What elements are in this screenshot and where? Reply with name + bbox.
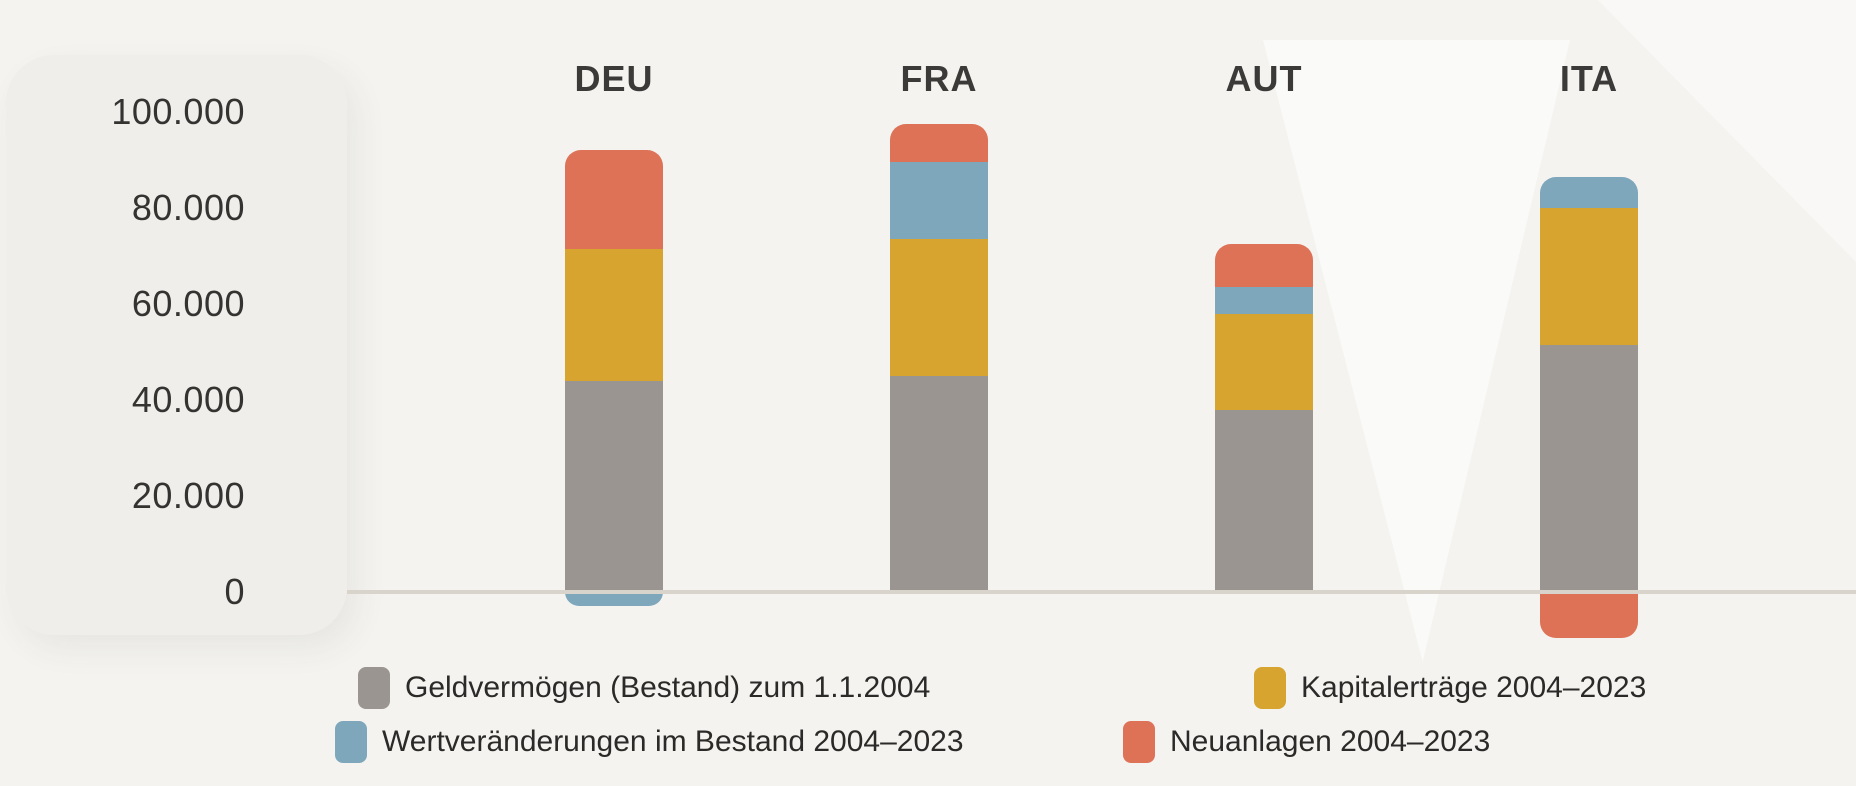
bar-segment-ita[interactable] — [1540, 344, 1638, 592]
y-tick-label: 40.000 — [131, 379, 245, 420]
legend-swatch-icon — [1254, 667, 1286, 709]
bar-segment-ita[interactable] — [1540, 176, 1638, 208]
legend-swatch-icon — [358, 667, 390, 709]
bar-segment-ita[interactable] — [1540, 592, 1638, 638]
legend-item[interactable]: Kapitalerträge 2004–2023 — [1254, 665, 1646, 711]
y-axis-panel — [6, 55, 347, 635]
legend-label: Neuanlagen 2004–2023 — [1170, 725, 1491, 758]
y-tick-label: 80.000 — [131, 187, 245, 228]
bar-segment-aut[interactable] — [1215, 287, 1313, 314]
legend-swatch-icon — [335, 721, 367, 763]
legend-item[interactable]: Wertveränderungen im Bestand 2004–2023 — [335, 719, 964, 765]
bar-segment-fra[interactable] — [890, 239, 988, 376]
bar-segment-aut[interactable] — [1215, 313, 1313, 410]
bar-segment-deu[interactable] — [565, 592, 663, 607]
legend-label: Geldvermögen (Bestand) zum 1.1.2004 — [405, 671, 931, 704]
bar-segment-ita[interactable] — [1540, 208, 1638, 345]
y-tick-label: 20.000 — [131, 475, 245, 516]
bar-segment-aut[interactable] — [1215, 409, 1313, 592]
bar-segment-deu[interactable] — [565, 380, 663, 592]
bar-segment-deu[interactable] — [565, 248, 663, 381]
bar-segment-fra[interactable] — [890, 162, 988, 240]
bar-label-aut: AUT — [1225, 58, 1303, 99]
y-tick-label: 0 — [224, 571, 245, 612]
bar-label-fra: FRA — [900, 58, 978, 99]
bar-segment-fra[interactable] — [890, 376, 988, 592]
bar-segment-aut[interactable] — [1215, 244, 1313, 288]
bar-segment-deu[interactable] — [565, 150, 663, 249]
y-tick-label: 100.000 — [111, 91, 245, 132]
y-tick-label: 60.000 — [131, 283, 245, 324]
legend-item[interactable]: Geldvermögen (Bestand) zum 1.1.2004 — [358, 665, 930, 711]
x-axis-baseline — [347, 590, 1856, 594]
legend-item[interactable]: Neuanlagen 2004–2023 — [1123, 719, 1490, 765]
legend-label: Kapitalerträge 2004–2023 — [1301, 671, 1647, 704]
bar-segment-fra[interactable] — [890, 124, 988, 163]
bar-label-deu: DEU — [574, 58, 654, 99]
bar-label-ita: ITA — [1559, 58, 1619, 99]
legend-label: Wertveränderungen im Bestand 2004–2023 — [382, 725, 964, 758]
legend-swatch-icon — [1123, 721, 1155, 763]
